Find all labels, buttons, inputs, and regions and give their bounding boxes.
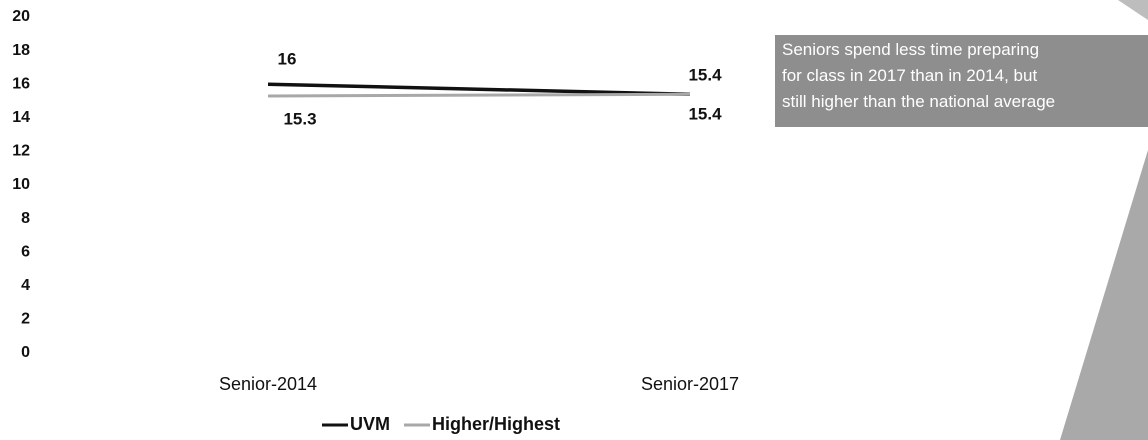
data-label: 15.4 [688, 65, 722, 84]
data-label: 16 [278, 49, 297, 68]
legend-label: UVM [350, 414, 390, 434]
y-tick-label: 4 [21, 277, 30, 294]
decoration [1060, 150, 1148, 440]
annotation-text: Seniors spend less time preparing [782, 40, 1039, 59]
y-tick-label: 0 [21, 344, 30, 361]
series-line [267, 82, 691, 97]
y-tick-label: 10 [12, 176, 30, 193]
x-tick-label: Senior-2014 [219, 374, 317, 394]
annotation-text: for class in 2017 than in 2014, but [782, 66, 1037, 85]
annotation-text: still higher than the national average [782, 92, 1055, 111]
y-tick-label: 2 [21, 311, 30, 328]
data-label: 15.4 [688, 104, 722, 123]
y-tick-label: 14 [12, 109, 30, 126]
y-tick-label: 6 [21, 243, 30, 260]
y-tick-label: 18 [12, 42, 30, 59]
data-label: 15.3 [283, 109, 316, 128]
y-tick-label: 12 [12, 143, 30, 160]
x-tick-label: Senior-2017 [641, 374, 739, 394]
decoration [1118, 0, 1148, 20]
series-line [267, 92, 691, 98]
legend-label: Higher/Highest [432, 414, 560, 434]
annotation-box [775, 35, 1148, 127]
y-tick-label: 16 [12, 75, 30, 92]
y-tick-label: 8 [21, 210, 30, 227]
y-tick-label: 20 [12, 8, 30, 25]
